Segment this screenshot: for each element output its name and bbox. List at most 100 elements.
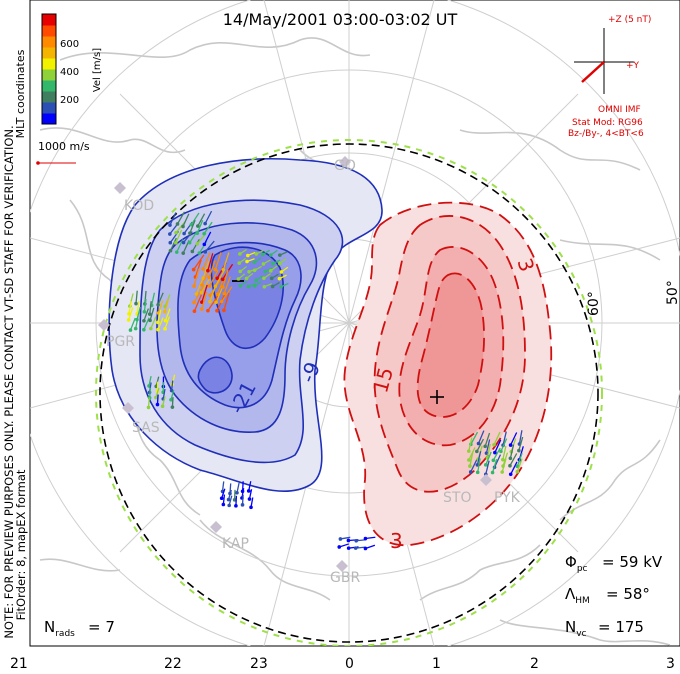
velocity-vector-origin (247, 497, 252, 501)
velocity-vector-origin (156, 302, 160, 307)
velocity-vector-origin (182, 231, 186, 236)
velocity-vector-origin (208, 299, 212, 304)
velocity-vector-origin (468, 464, 472, 468)
velocity-vector-origin (279, 284, 283, 289)
lat-label-60: 60° (586, 291, 602, 316)
velocity-vector-origin (508, 472, 513, 477)
velocity-vector-origin (237, 261, 242, 265)
velocity-vector-origin (354, 538, 359, 543)
velocity-vector (175, 221, 186, 234)
velocity-vector-origin (194, 292, 199, 296)
velocity-vector-origin (206, 268, 210, 273)
velocity-vector (502, 431, 507, 446)
velocity-vector (509, 444, 515, 459)
velocity-vector (196, 220, 204, 234)
velocity-vector-origin (277, 276, 282, 281)
velocity-vector-origin (181, 240, 186, 245)
velocity-vector (193, 254, 205, 270)
velocity-vector (493, 431, 501, 446)
velocity-vector (164, 316, 170, 330)
velocity-vector-origin (247, 269, 251, 274)
velocity-vector-origin (222, 308, 226, 313)
colorbar-label: Vel [m/s] (92, 48, 103, 92)
radar-label: GO (334, 158, 356, 174)
velocity-vector (204, 210, 213, 224)
velocity-vector-origin (168, 240, 173, 245)
stats-block: Φpc = 59 kV ΛHM = 58° Nvc = 175 Nrads = … (44, 553, 663, 639)
velocity-vector-origin (156, 327, 160, 332)
velocity-vector-origin (269, 253, 273, 257)
lambda-hm-value: = 58° (606, 585, 650, 603)
velocity-vector-origin (200, 283, 204, 288)
velocity-vector-origin (163, 327, 167, 331)
velocity-vector-origin (252, 260, 257, 265)
velocity-vector (203, 231, 212, 245)
velocity-vector (222, 252, 230, 270)
radar-sites (98, 156, 492, 572)
velocity-vector-origin (493, 450, 497, 455)
velocity-vector (193, 268, 200, 287)
velocity-vector-origin (133, 326, 138, 331)
velocity-vector (477, 458, 481, 473)
mlt-coordinates-label: MLT coordinates (14, 49, 27, 138)
velocity-vector-origin (219, 299, 224, 304)
velocity-vector-origin (199, 290, 204, 295)
velocity-vector (143, 298, 147, 312)
velocity-vector-origin (269, 269, 273, 273)
velocity-vector-origin (191, 267, 196, 272)
velocity-vector (516, 452, 523, 467)
velocity-vector-origin (466, 449, 471, 453)
velocity-vector-origin (174, 241, 178, 245)
velocity-vector (486, 443, 491, 458)
phi-pc-label: Φpc (565, 553, 588, 574)
mlt-tick: 2 (530, 656, 539, 672)
radar-label: SAS (132, 420, 160, 436)
radar-site-marker (336, 560, 348, 572)
velocity-vector (485, 460, 490, 475)
velocity-vector-origin (270, 284, 275, 289)
velocity-vector-origin (338, 537, 343, 541)
velocity-vector (469, 452, 474, 467)
velocity-vector (510, 461, 518, 475)
velocity-vector-origin (148, 318, 152, 323)
velocity-vector-origin (508, 456, 513, 461)
radar-site-marker (210, 521, 222, 533)
velocity-vector-origin (190, 249, 195, 254)
velocity-vector (518, 430, 523, 445)
velocity-vector-origin (221, 502, 226, 507)
velocity-vector (470, 431, 479, 445)
radar-site-marker (114, 182, 126, 194)
velocity-vector (501, 458, 507, 473)
colorbar-segment (42, 113, 56, 125)
velocity-vector (197, 213, 206, 227)
velocity-vector (193, 286, 204, 303)
velocity-vector-origin (346, 546, 351, 550)
mlt-tick: 1 (432, 656, 441, 672)
velocity-vector-origin (269, 276, 274, 281)
velocity-vector (175, 229, 183, 244)
velocity-vector (476, 451, 482, 466)
velocity-vector (516, 458, 523, 472)
colorbar-segment (42, 58, 56, 70)
radar-label: KOD (124, 198, 154, 214)
lat-label-50: 50° (665, 280, 680, 305)
velocity-vector-origin (192, 300, 196, 305)
velocity-vector (491, 458, 498, 473)
velocity-vector (135, 315, 139, 329)
velocity-vector (518, 436, 524, 451)
velocity-vector-origin (203, 221, 207, 226)
velocity-vector (157, 317, 164, 330)
velocity-vector-origin (174, 230, 178, 235)
velocity-vector-origin (192, 309, 197, 314)
velocity-vector-origin (249, 505, 253, 510)
velocity-vector-origin (202, 242, 207, 247)
imf-model-line1: Stat Mod: RG96 (572, 118, 643, 128)
velocity-vector-origin (142, 327, 146, 332)
colorbar-tick: 400 (60, 67, 79, 78)
hm-boundary-dash (99, 143, 599, 643)
velocity-colorbar (41, 13, 57, 125)
velocity-vector (127, 307, 134, 321)
negative-potential-cell (108, 158, 383, 493)
radar-label: PGR (106, 334, 135, 350)
velocity-vector-origin (169, 388, 174, 393)
